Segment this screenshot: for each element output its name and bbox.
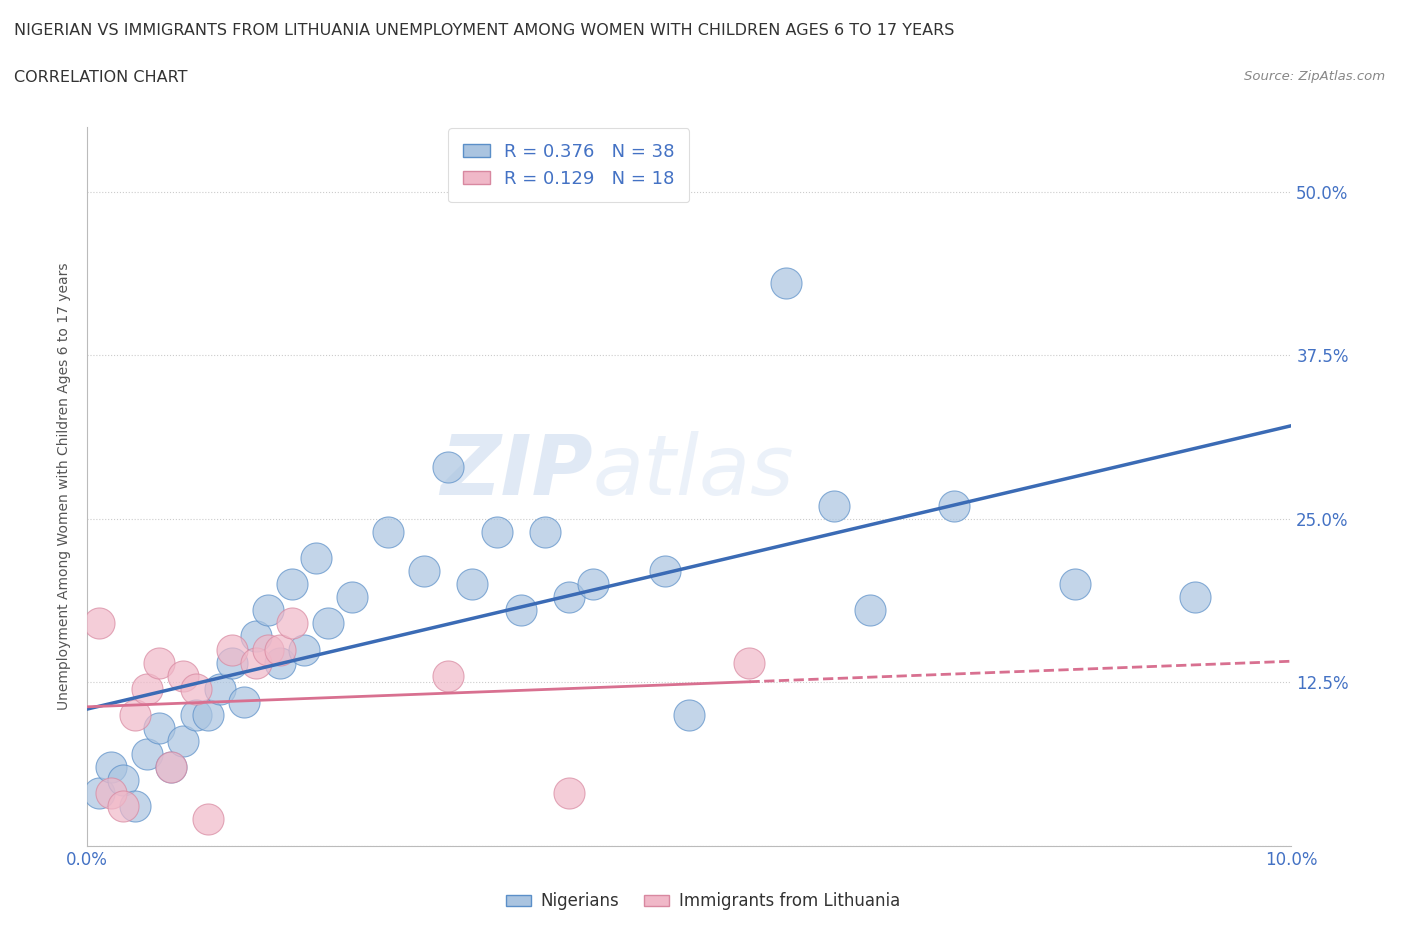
Point [197, 708, 219, 723]
Point [184, 682, 207, 697]
Point [775, 276, 797, 291]
Text: ZIP: ZIP [440, 432, 593, 512]
Point [148, 655, 170, 670]
Point [558, 786, 581, 801]
Point [124, 799, 146, 814]
Point [245, 629, 267, 644]
Text: Source: ZipAtlas.com: Source: ZipAtlas.com [1244, 70, 1385, 83]
Point [160, 760, 183, 775]
Point [89, 786, 111, 801]
Point [136, 682, 159, 697]
Point [823, 498, 845, 513]
Point [437, 459, 460, 474]
Point [281, 616, 304, 631]
Point [269, 655, 291, 670]
Point [340, 590, 363, 604]
Point [437, 669, 460, 684]
Point [292, 642, 315, 657]
Point [1063, 577, 1085, 591]
Point [184, 708, 207, 723]
Point [738, 655, 761, 670]
Point [316, 616, 339, 631]
Point [221, 642, 243, 657]
Point [148, 721, 170, 736]
Point [221, 655, 243, 670]
Point [100, 786, 122, 801]
Point [582, 577, 605, 591]
Point [461, 577, 484, 591]
Point [678, 708, 700, 723]
Text: CORRELATION CHART: CORRELATION CHART [14, 70, 187, 85]
Point [197, 812, 219, 827]
Point [232, 695, 254, 710]
Point [208, 682, 231, 697]
Legend: R = 0.376   N = 38, R = 0.129   N = 18: R = 0.376 N = 38, R = 0.129 N = 18 [449, 128, 689, 203]
Point [1184, 590, 1206, 604]
Point [100, 760, 122, 775]
Point [173, 669, 195, 684]
Point [859, 603, 882, 618]
Point [943, 498, 966, 513]
Point [112, 799, 135, 814]
Point [485, 525, 508, 539]
Point [89, 616, 111, 631]
Point [173, 734, 195, 749]
Text: NIGERIAN VS IMMIGRANTS FROM LITHUANIA UNEMPLOYMENT AMONG WOMEN WITH CHILDREN AGE: NIGERIAN VS IMMIGRANTS FROM LITHUANIA UN… [14, 23, 955, 38]
Legend: Nigerians, Immigrants from Lithuania: Nigerians, Immigrants from Lithuania [499, 885, 907, 917]
Point [160, 760, 183, 775]
Point [281, 577, 304, 591]
Point [112, 773, 135, 788]
Point [377, 525, 399, 539]
Point [558, 590, 581, 604]
Point [413, 564, 436, 578]
Text: atlas: atlas [593, 432, 794, 512]
Point [245, 655, 267, 670]
Point [269, 642, 291, 657]
Point [533, 525, 555, 539]
Point [256, 642, 278, 657]
Point [124, 708, 146, 723]
Point [136, 747, 159, 762]
Point [654, 564, 676, 578]
Point [509, 603, 531, 618]
Y-axis label: Unemployment Among Women with Children Ages 6 to 17 years: Unemployment Among Women with Children A… [58, 262, 72, 710]
Point [256, 603, 278, 618]
Point [305, 551, 328, 565]
